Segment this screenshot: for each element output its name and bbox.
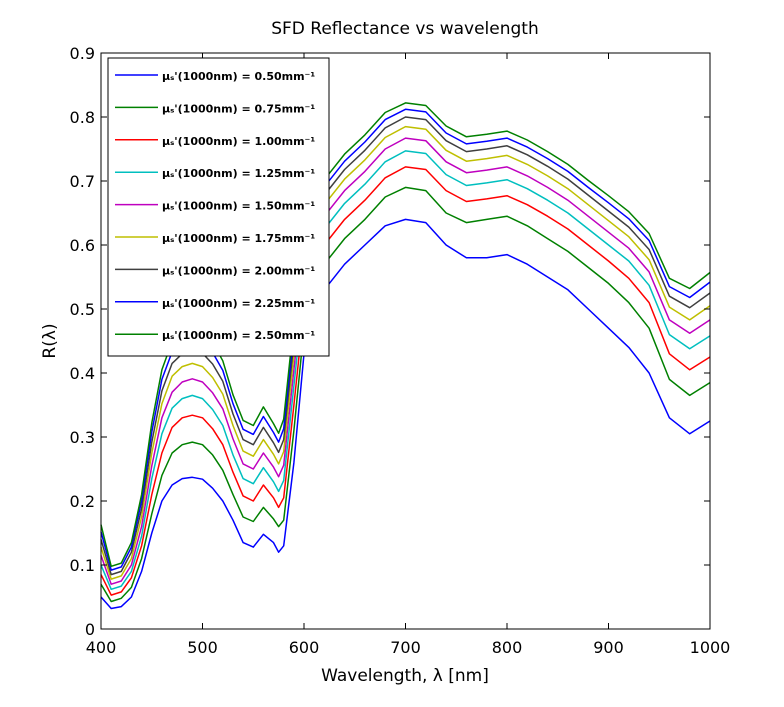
x-tick-label: 500 [187, 638, 218, 657]
legend-label-1: μₛ'(1000nm) = 0.50mm⁻¹ [162, 70, 315, 83]
legend-label-8: μₛ'(1000nm) = 2.25mm⁻¹ [162, 297, 315, 310]
y-tick-label: 0.1 [70, 556, 95, 575]
x-axis-label: Wavelength, λ [nm] [321, 666, 489, 686]
legend-label-3: μₛ'(1000nm) = 1.00mm⁻¹ [162, 135, 315, 148]
legend: μₛ'(1000nm) = 0.50mm⁻¹ μₛ'(1000nm) = 0.75… [107, 57, 330, 357]
y-axis-label: R(λ) [40, 323, 60, 358]
y-tick-label: 0.6 [70, 236, 95, 255]
y-tick-label: 0.5 [70, 300, 95, 319]
x-tick-label: 900 [593, 638, 624, 657]
legend-label-7: μₛ'(1000nm) = 2.00mm⁻¹ [162, 264, 315, 277]
x-tick-label: 1000 [690, 638, 731, 657]
y-tick-label: 0.2 [70, 492, 95, 511]
series-line-1 [100, 218, 711, 610]
series-line-3 [100, 166, 711, 596]
y-tick-label: 0.4 [70, 364, 95, 383]
axis-ticks [100, 52, 711, 630]
legend-label-9: μₛ'(1000nm) = 2.50mm⁻¹ [162, 329, 315, 342]
y-tick-label: 0.9 [70, 44, 95, 63]
x-tick-label: 600 [289, 638, 320, 657]
y-tick-label: 0.7 [70, 172, 95, 191]
axis-tick-labels: 400 500 600 700 800 900 1000 0 0.1 0.2 0.3 0.4 0.5 0.… [70, 44, 731, 657]
legend-label-6: μₛ'(1000nm) = 1.75mm⁻¹ [162, 232, 315, 245]
y-tick-label: 0.8 [70, 108, 95, 127]
x-tick-label: 800 [492, 638, 523, 657]
series-line-2 [100, 186, 711, 603]
legend-label-4: μₛ'(1000nm) = 1.25mm⁻¹ [162, 167, 315, 180]
y-tick-label: 0 [85, 620, 95, 639]
x-tick-label: 700 [390, 638, 421, 657]
chart-title: SFD Reflectance vs wavelength [271, 19, 539, 39]
y-tick-label: 0.3 [70, 428, 95, 447]
legend-label-2: μₛ'(1000nm) = 0.75mm⁻¹ [162, 102, 315, 115]
legend-label-5: μₛ'(1000nm) = 1.50mm⁻¹ [162, 200, 315, 213]
x-tick-label: 400 [86, 638, 117, 657]
